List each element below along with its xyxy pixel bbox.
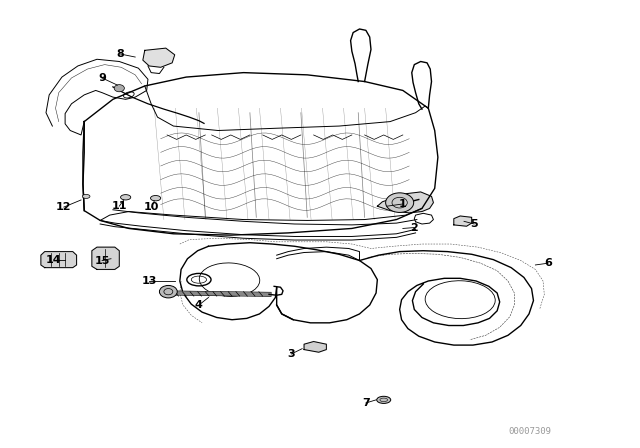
Text: 11: 11 [111,201,127,211]
Text: 3: 3 [287,349,295,359]
Polygon shape [378,192,433,213]
Text: 10: 10 [144,202,159,212]
Polygon shape [304,341,326,352]
Text: 14: 14 [46,254,61,265]
Text: 4: 4 [195,300,203,310]
Text: 13: 13 [141,276,157,286]
Ellipse shape [150,195,161,201]
Polygon shape [454,216,472,226]
Polygon shape [143,48,175,67]
Text: 6: 6 [544,258,552,268]
Text: 1: 1 [399,199,406,209]
Ellipse shape [120,194,131,200]
Polygon shape [92,247,119,269]
Text: 5: 5 [470,219,478,229]
Text: 9: 9 [98,73,106,83]
Text: 15: 15 [94,255,109,266]
Text: 00007309: 00007309 [509,426,552,435]
Ellipse shape [377,396,391,404]
Text: 8: 8 [116,49,124,59]
Text: 7: 7 [362,398,370,408]
Text: 12: 12 [56,202,72,212]
Circle shape [159,285,177,298]
Circle shape [114,85,124,92]
Polygon shape [41,252,77,267]
Text: 2: 2 [410,223,418,233]
Ellipse shape [83,194,90,198]
Circle shape [386,193,413,212]
